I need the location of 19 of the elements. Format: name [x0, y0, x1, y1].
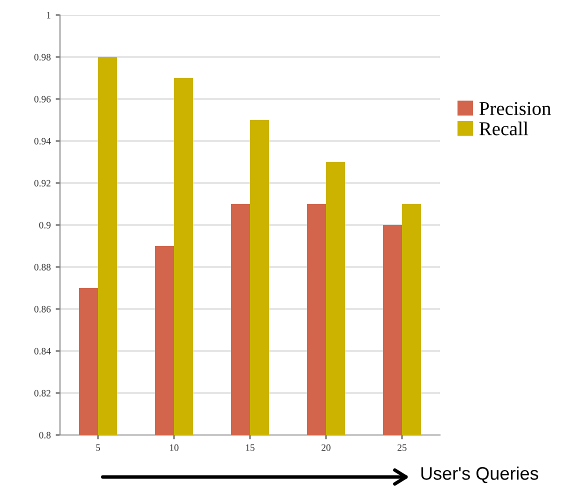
y-tick-label: 0.82 — [34, 390, 50, 397]
y-tick-label: 0.92 — [34, 180, 50, 187]
y-tick-label: 0.96 — [34, 96, 51, 103]
y-tick-label: 0.86 — [34, 306, 51, 313]
y-tick-label: 0.98 — [34, 54, 51, 61]
legend-label: Recall — [479, 122, 528, 136]
x-axis-title: User's Queries — [421, 466, 538, 484]
y-tick-label: 1 — [46, 12, 50, 18]
x-tick-label: 15 — [246, 444, 254, 451]
y-tick-label: 0.88 — [34, 264, 51, 271]
y-tick-label: 0.9 — [39, 222, 51, 229]
y-tick-label: 0.94 — [34, 138, 51, 145]
x-tick-label: 25 — [398, 444, 406, 451]
x-tick-label: 20 — [322, 444, 330, 451]
legend-label: Precision — [479, 102, 551, 116]
y-tick-label: 0.8 — [39, 432, 51, 439]
x-tick-label: 5 — [96, 444, 100, 451]
y-tick-label: 0.84 — [34, 348, 51, 355]
x-tick-label: 10 — [170, 444, 178, 451]
